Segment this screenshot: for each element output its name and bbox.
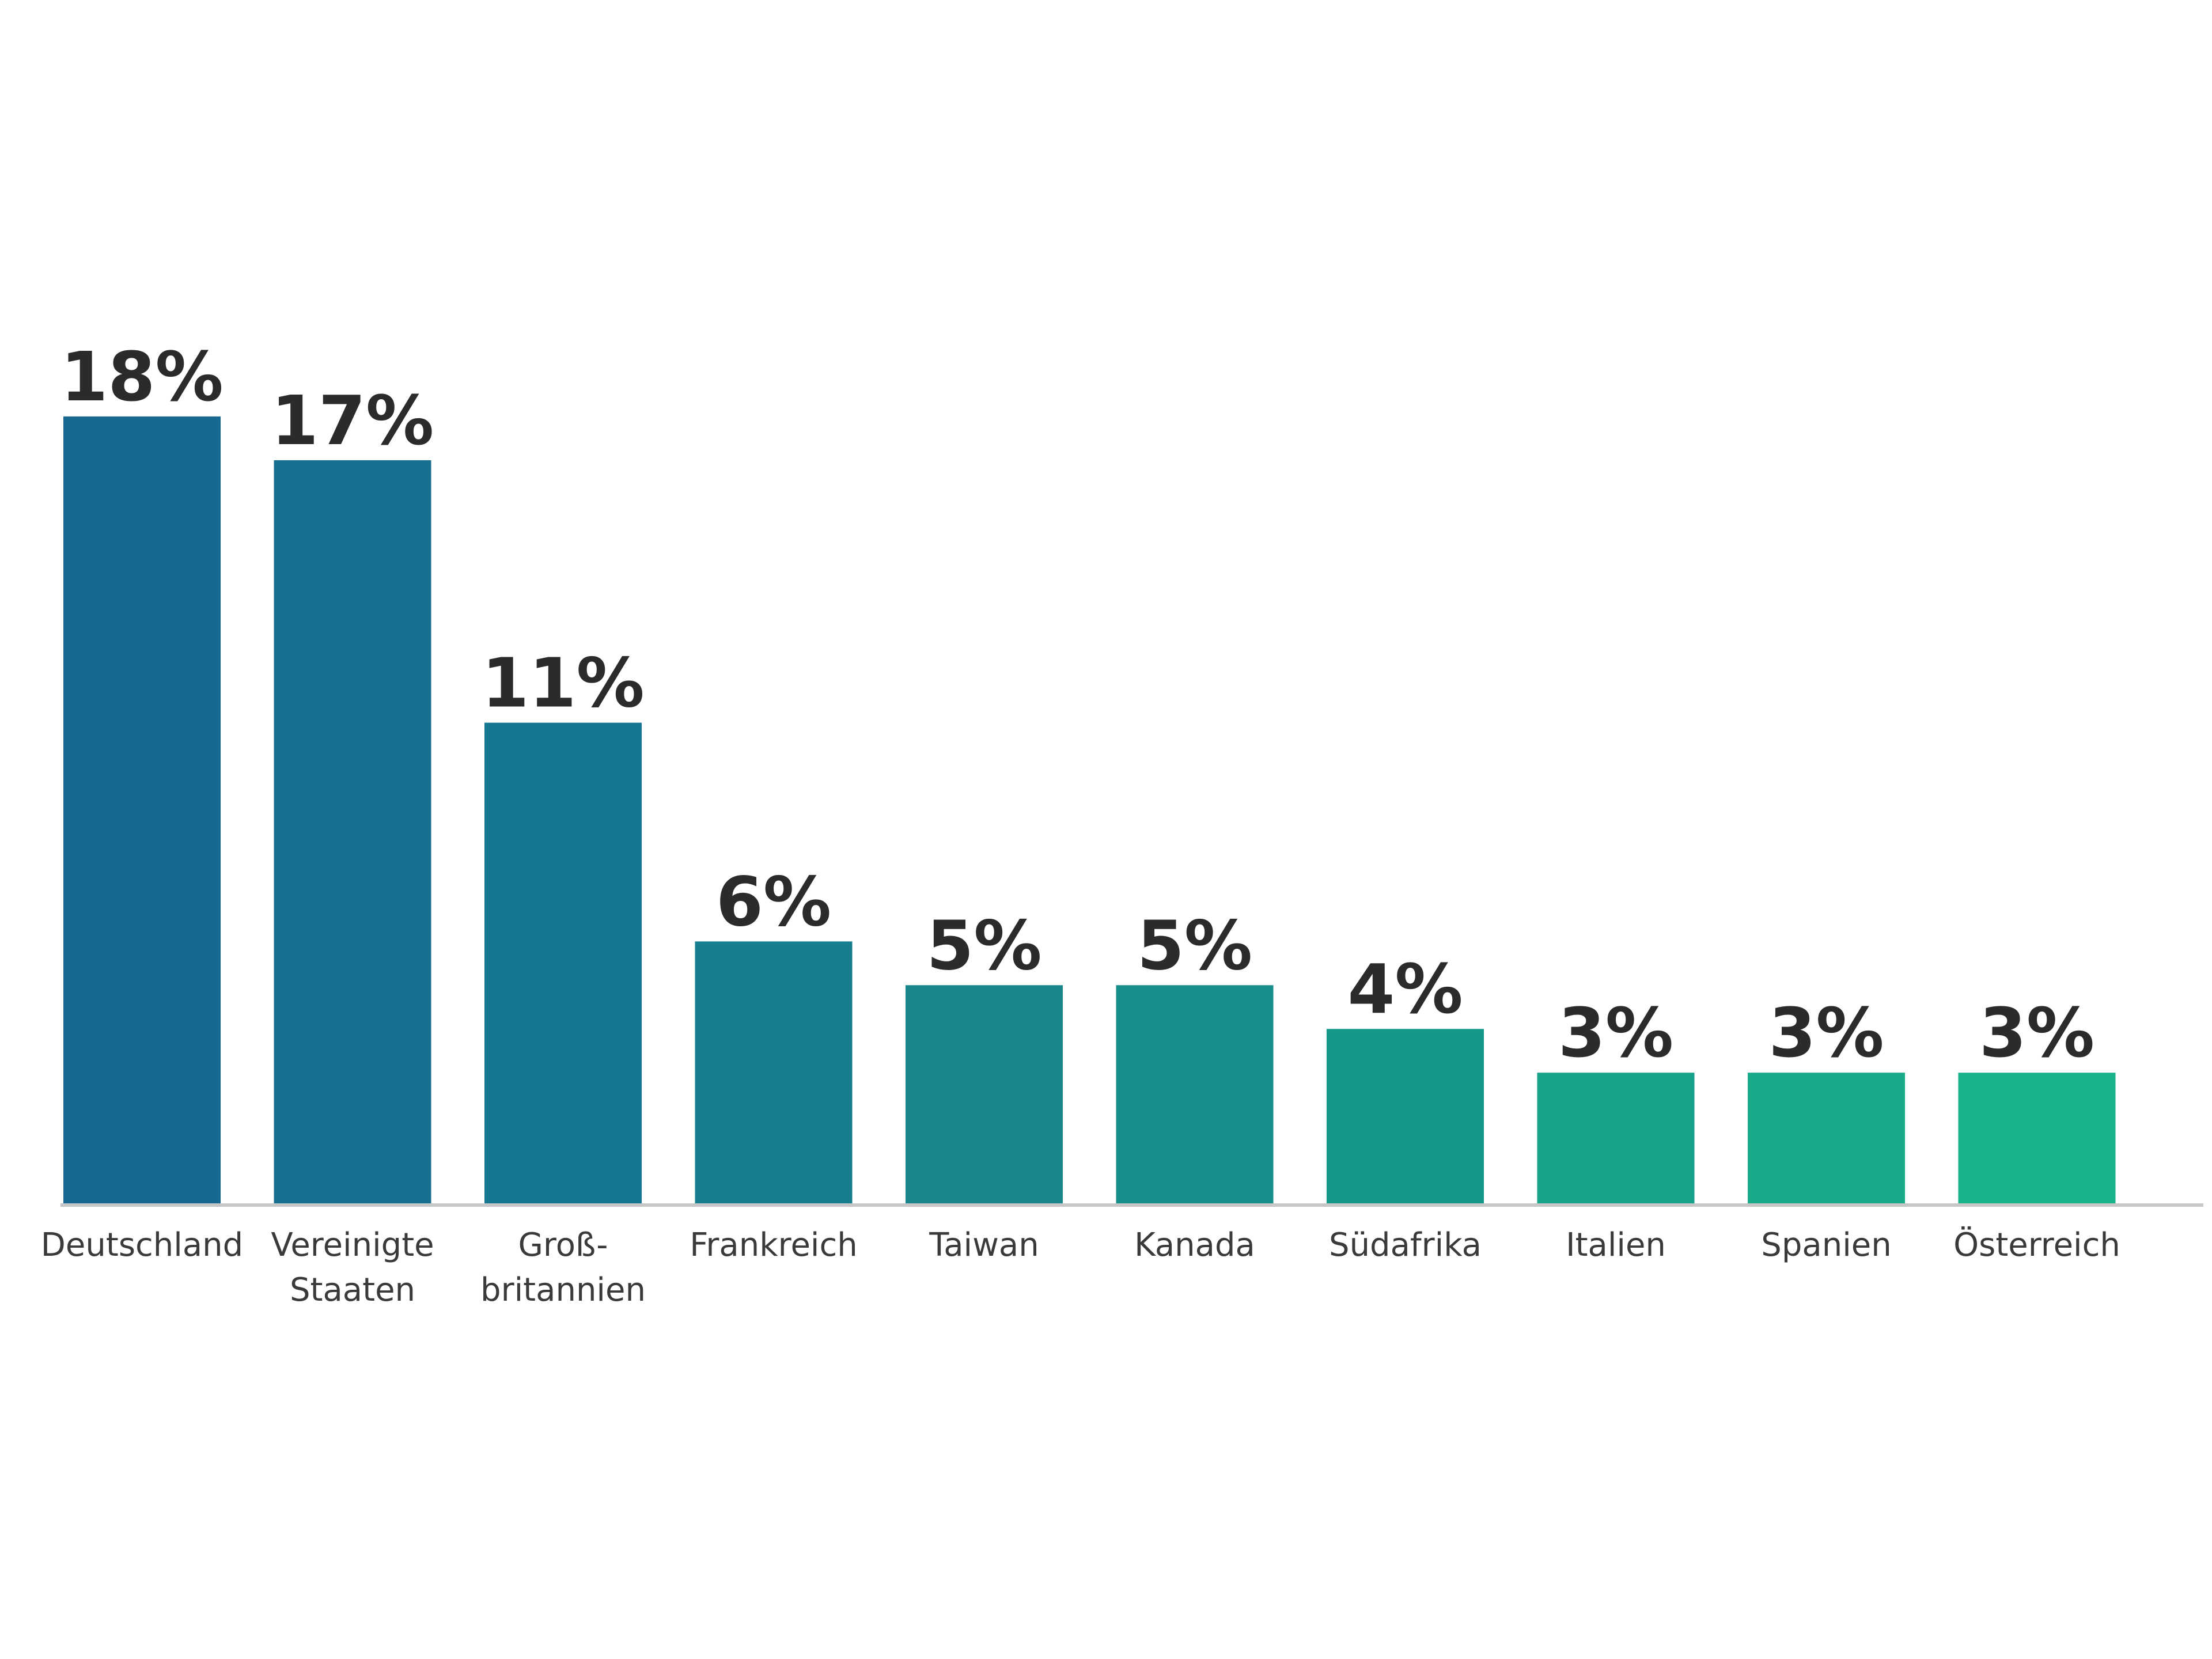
bars-group [63,416,2116,1204]
category-label-10: Österreich [1953,1226,2120,1264]
category-label-line: britannien [480,1271,646,1309]
category-label-1: Deutschland [41,1226,243,1264]
bar-8 [1537,1073,1695,1204]
bar-6 [1116,985,1274,1204]
bar-10 [1958,1073,2116,1204]
bar-7 [1327,1029,1484,1204]
category-label-line: Spanien [1761,1226,1891,1264]
category-label-line: Taiwan [929,1226,1039,1264]
bar-9 [1748,1073,1905,1204]
category-label-line: Frankreich [690,1226,857,1264]
bar-4 [695,941,853,1204]
bar-2 [274,460,431,1204]
category-label-line: Kanada [1134,1226,1255,1264]
category-label-3: Groß-britannien [480,1226,646,1309]
category-label-8: Italien [1566,1226,1666,1264]
value-label-9: 3% [1768,993,1884,1073]
value-label-2: 17% [271,381,434,460]
category-label-2: Vereinigte Staaten [271,1226,434,1309]
category-label-line: Vereinigte [271,1226,434,1264]
category-label-line: Südafrika [1329,1226,1482,1264]
bar-1 [63,416,221,1204]
category-label-9: Spanien [1761,1226,1891,1264]
value-label-3: 11% [482,643,644,723]
value-label-6: 5% [1137,906,1252,985]
value-label-10: 3% [1979,993,2094,1073]
category-labels-group: Deutschland Vereinigte Staaten Groß-britann… [41,1226,2120,1309]
category-label-6: Kanada [1134,1226,1255,1264]
category-label-line: Staaten [290,1271,415,1309]
category-label-line: Deutschland [41,1226,243,1264]
category-label-line: Groß- [518,1226,608,1264]
category-label-line: Österreich [1953,1226,2120,1264]
bar-3 [484,722,642,1204]
value-label-1: 18% [60,337,223,416]
category-label-4: Frankreich [690,1226,857,1264]
value-label-7: 4% [1347,949,1463,1029]
value-label-4: 6% [716,862,831,941]
value-label-5: 5% [926,906,1041,985]
value-labels-group: 18% 17% 11% 6% 5% 5% 4% 3% 3% 3% [60,337,2094,1073]
category-label-line: Italien [1566,1226,1666,1264]
value-label-8: 3% [1558,993,1673,1073]
bar-5 [906,985,1063,1204]
category-label-5: Taiwan [929,1226,1039,1264]
category-label-7: Südafrika [1329,1226,1482,1264]
